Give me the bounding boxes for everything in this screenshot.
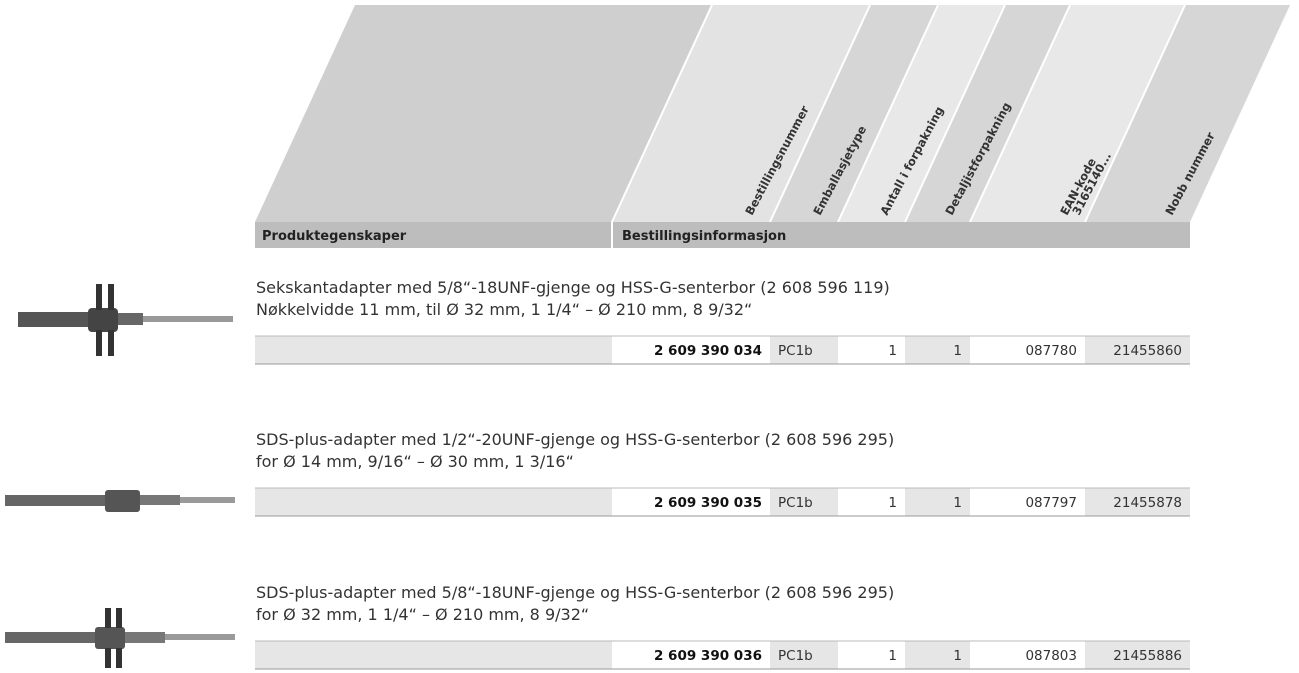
cell-value: 1	[888, 648, 897, 664]
cell-value: PC1b	[778, 495, 813, 511]
band-edge	[1084, 4, 1186, 223]
sds-hex-adapter-image	[5, 608, 235, 668]
label-cell	[255, 641, 612, 669]
header-band	[612, 5, 870, 222]
cell-value: 2 609 390 034	[654, 343, 762, 359]
cell-value: 21455878	[1113, 495, 1182, 511]
product-header: Produktegenskaper	[262, 229, 407, 244]
product-description: SDS-plus-adapter med 1/2“-20UNF-gjenge o…	[256, 430, 894, 449]
cell-value: 1	[888, 495, 897, 511]
value-cell	[838, 336, 905, 364]
hex-adapter-image	[18, 284, 233, 356]
header-band	[770, 5, 938, 222]
value-cell	[770, 488, 838, 516]
cell-value: PC1b	[778, 648, 813, 664]
product-description: for Ø 32 mm, 1 1/4“ – Ø 210 mm, 8 9/32“	[256, 605, 589, 624]
cell-value: 087780	[1025, 343, 1077, 359]
value-cell	[612, 488, 770, 516]
tool-images	[5, 284, 235, 668]
value-cell	[905, 336, 970, 364]
cell-value: 2 609 390 036	[654, 648, 762, 664]
value-cell	[905, 488, 970, 516]
order-header: Bestillingsinformasjon	[622, 229, 786, 244]
value-cell	[970, 336, 1085, 364]
value-cell	[1085, 336, 1190, 364]
cell-value: 1	[953, 495, 962, 511]
value-cell	[770, 336, 838, 364]
label-cell	[255, 336, 612, 364]
header-bar	[255, 222, 1190, 248]
value-cell	[612, 336, 770, 364]
band-edge	[969, 4, 1071, 223]
cell-value: 21455860	[1113, 343, 1182, 359]
value-cell	[770, 641, 838, 669]
header-band	[255, 5, 712, 222]
value-cell	[838, 488, 905, 516]
band-edge	[769, 4, 871, 223]
band-edge	[904, 4, 1006, 223]
header-band	[1085, 5, 1290, 222]
band-edge	[837, 4, 939, 223]
product-description: SDS-plus-adapter med 5/8“-18UNF-gjenge o…	[256, 583, 894, 602]
cell-value: 21455886	[1113, 648, 1182, 664]
cell-value: 087797	[1025, 495, 1077, 511]
band-edge	[611, 4, 713, 223]
value-cell	[905, 641, 970, 669]
header-band	[970, 5, 1185, 222]
cell-value: 2 609 390 035	[654, 495, 762, 511]
value-cell	[1085, 641, 1190, 669]
cell-value: 1	[953, 343, 962, 359]
cell-value: PC1b	[778, 343, 813, 359]
value-cell	[970, 488, 1085, 516]
value-cell	[838, 641, 905, 669]
header-band	[905, 5, 1070, 222]
product-description: Nøkkelvidde 11 mm, til Ø 32 mm, 1 1/4“ –…	[256, 300, 752, 319]
product-rows: Sekskantadapter med 5/8“-18UNF-gjenge og…	[255, 278, 1190, 670]
product-description: Sekskantadapter med 5/8“-18UNF-gjenge og…	[256, 278, 890, 297]
value-cell	[970, 641, 1085, 669]
value-cell	[612, 641, 770, 669]
cell-value: 1	[888, 343, 897, 359]
label-cell	[255, 488, 612, 516]
header-band	[838, 5, 1005, 222]
cell-value: 1	[953, 648, 962, 664]
cell-value: 087803	[1025, 648, 1077, 664]
value-cell	[1085, 488, 1190, 516]
sds-adapter-image	[5, 490, 235, 512]
product-description: for Ø 14 mm, 9/16“ – Ø 30 mm, 1 3/16“	[256, 452, 574, 471]
